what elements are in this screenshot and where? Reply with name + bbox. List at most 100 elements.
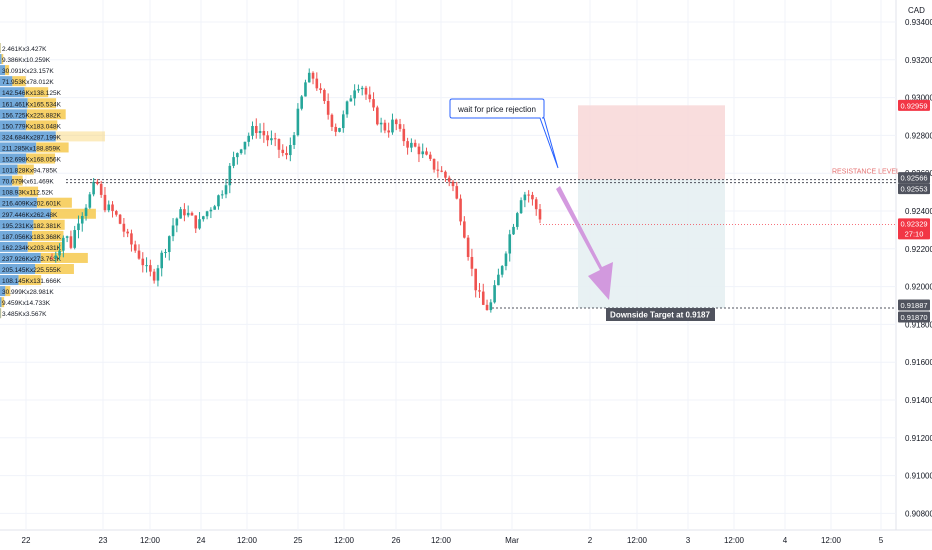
volume-profile-sell-bar (37, 197, 72, 208)
candle-body (523, 194, 527, 201)
volume-profile-label: 70.679Kx61.469K (2, 179, 54, 186)
volume-profile-label: 237.926Kx273.763K (2, 256, 62, 263)
target-label: Downside Target at 0.9187 (606, 308, 715, 321)
time-tick-label: 5 (879, 536, 884, 545)
candle-body (69, 236, 73, 248)
callout[interactable]: wait for price rejection (449, 98, 559, 169)
volume-profile-buy-bar (0, 76, 13, 87)
levels[interactable] (66, 179, 896, 309)
candle-body (368, 94, 372, 100)
candle-body (391, 119, 394, 133)
volume-profile-sell-bar (0, 308, 2, 319)
time-tick-label: 4 (783, 536, 788, 545)
annotations[interactable]: RESISTANCE LEVEL wait for price rejection… (449, 98, 900, 321)
candle-body (519, 200, 523, 214)
volume-profile-label: 205.145Kx225.555K (2, 267, 62, 274)
volume-profile-sell-bar (17, 164, 34, 175)
candle-body (504, 253, 508, 267)
candle-body (319, 88, 322, 90)
volume-profile-buy-bar (0, 153, 27, 164)
candle-body (489, 302, 493, 311)
resistance-price-tag-2-bg (898, 183, 930, 195)
candle-body (273, 138, 277, 140)
candle-body (239, 149, 243, 154)
volume-profile-sell-bar (32, 230, 64, 241)
countdown-tag: 27:10 (905, 229, 924, 238)
candle-body (398, 124, 402, 129)
price-tick-label: 0.92000 (905, 283, 932, 292)
volume-profile-buy-bar (0, 164, 18, 175)
current-price-tag-bg (898, 218, 930, 240)
volume-profile-buy-bar (0, 286, 6, 297)
volume-profile-label: 216.409Kx202.601K (2, 201, 62, 208)
volume-profile-label: 162.234Kx203.431K (2, 245, 62, 252)
price-tick-label: 0.91400 (905, 396, 932, 405)
time-tick-label: 12:00 (821, 536, 842, 545)
price-tick-label: 0.93400 (905, 18, 932, 27)
time-tick-label: 25 (294, 536, 303, 545)
candle-body (194, 215, 198, 229)
stop-loss-zone[interactable] (578, 105, 725, 180)
candle-body (126, 231, 129, 234)
volume-profile-sell-bar (25, 120, 58, 131)
candle-body (224, 185, 228, 195)
candle-body (270, 138, 273, 141)
candle-body (103, 194, 107, 211)
target-price-tag-2-bg (898, 311, 930, 323)
candle-body (243, 141, 247, 150)
volume-profile-sell-bar (24, 87, 49, 98)
volume-profile-buy-bar (0, 297, 2, 308)
volume-profile-buy-bar (0, 54, 2, 65)
volume-profile-label: 3.485Kx3.567K (2, 311, 47, 318)
volume-profile-buy-bar (0, 65, 6, 76)
candle-body (349, 98, 353, 102)
volume-profile-label: 161.461Kx165.534K (2, 101, 62, 108)
time-axis[interactable]: 22 23 12:00 24 12:00 25 12:00 26 12:00 Mar 2 12:00 3… (22, 536, 884, 545)
candle-body (213, 206, 216, 210)
price-tick-label: 0.91800 (905, 320, 932, 329)
price-axis[interactable]: 0.934000.932000.930000.928000.926000.924… (905, 18, 932, 518)
time-tick-label: 12:00 (140, 536, 161, 545)
candle-body (133, 244, 137, 251)
candle-body (364, 87, 368, 95)
candle-body (338, 128, 341, 132)
price-axis-panel[interactable] (896, 0, 932, 550)
candle-body (202, 216, 205, 220)
volume-profile-sell-bar (33, 219, 65, 230)
candle-body (478, 290, 481, 292)
callout-text: wait for price rejection (457, 105, 536, 114)
candle-body (289, 145, 292, 156)
candle-body (73, 230, 76, 248)
volume-profile-label: 297.446Kx262.48K (2, 212, 58, 219)
candle-body (277, 139, 281, 150)
volume-profile-sell-bar (55, 131, 105, 142)
volume-profile-label: 2.461Kx3.427K (2, 46, 47, 53)
candle-body (527, 194, 530, 196)
time-tick-label: 23 (99, 536, 108, 545)
candle-body (99, 183, 103, 195)
candle-body (402, 128, 406, 142)
candle-body (254, 125, 258, 134)
volume-profile-label: 142.546Kx138.125K (2, 90, 62, 97)
candle-body (122, 223, 126, 232)
candles (50, 68, 542, 313)
price-tick-label: 0.91600 (905, 358, 932, 367)
candle-body (65, 236, 69, 238)
time-tick-label: 12:00 (627, 536, 648, 545)
candle-body (459, 198, 462, 222)
candle-body (266, 135, 269, 141)
candle-body (360, 87, 364, 90)
candle-body (387, 130, 390, 133)
candle-body (463, 221, 466, 238)
candle-body (470, 256, 474, 269)
price-tick-label: 0.93000 (905, 94, 932, 103)
candle-body (417, 146, 421, 155)
volume-profile-buy-bar (0, 308, 1, 319)
volume-profile-sell-bar (1, 297, 5, 308)
volume-profile-label: 108.145Kx131.666K (2, 278, 62, 285)
current-price-tag: 0.92329 (900, 219, 927, 228)
candle-body (160, 252, 164, 269)
volume-profile-sell-bar (27, 98, 57, 109)
candle-body (406, 141, 409, 148)
